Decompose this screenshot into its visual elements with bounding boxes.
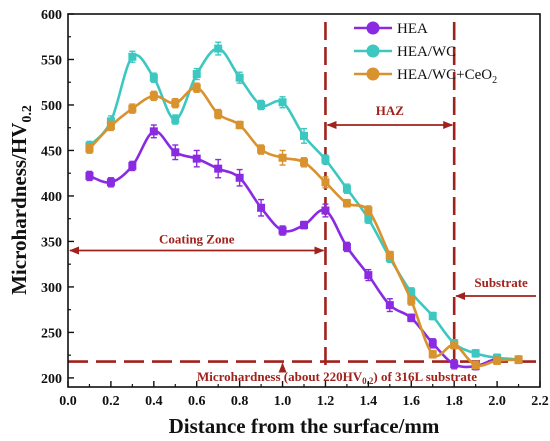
data-point bbox=[450, 360, 459, 369]
legend-label: HEA/WC+CeO2 bbox=[397, 67, 497, 86]
data-point bbox=[300, 221, 308, 230]
y-tick-label: 550 bbox=[41, 53, 62, 68]
data-point bbox=[128, 52, 137, 61]
data-point bbox=[149, 127, 158, 136]
data-point bbox=[278, 98, 287, 107]
x-axis-title: Distance from the surface/mm bbox=[169, 414, 440, 438]
series-2 bbox=[85, 82, 523, 370]
microhardness-note-prefix: Microhardness (about 220HV bbox=[197, 369, 363, 384]
x-tick-label: 1.2 bbox=[317, 394, 335, 409]
data-point bbox=[106, 121, 115, 130]
legend-label: HEA/WC bbox=[397, 44, 456, 60]
data-point bbox=[85, 171, 94, 180]
data-point bbox=[171, 99, 180, 108]
data-point bbox=[235, 73, 244, 82]
data-point bbox=[321, 178, 330, 187]
data-point bbox=[514, 355, 523, 364]
data-point bbox=[385, 251, 394, 260]
y-tick-label: 500 bbox=[41, 99, 62, 114]
data-point bbox=[85, 144, 94, 153]
data-point bbox=[257, 100, 266, 109]
data-point bbox=[278, 153, 287, 162]
data-point bbox=[364, 271, 373, 280]
series-layer bbox=[85, 41, 523, 371]
legend-marker bbox=[366, 67, 380, 81]
ticks-layer: 0.0 0.2 0.4 0.6 0.8 1.0 1.2 1.4 1.6 1.8 2.0 2.2 200 2… bbox=[41, 8, 549, 409]
y-axis-title-main: Microhardness/HV bbox=[7, 123, 31, 295]
legend: HEA HEA/WC HEA/WC+CeO2 bbox=[354, 21, 497, 86]
y-tick-label: 600 bbox=[41, 8, 62, 23]
data-point bbox=[149, 91, 158, 100]
y-tick-label: 450 bbox=[41, 144, 62, 159]
x-tick-label: 0.8 bbox=[231, 394, 249, 409]
y-tick-label: 200 bbox=[41, 372, 62, 387]
data-point bbox=[407, 296, 416, 305]
legend-label-sub: 2 bbox=[492, 75, 497, 86]
legend-label-main: HEA bbox=[397, 21, 428, 37]
y-axis-title: Microhardness/HV0.2 bbox=[7, 105, 35, 295]
data-point bbox=[257, 145, 266, 154]
x-tick-label: 2.2 bbox=[531, 394, 549, 409]
data-point bbox=[471, 349, 480, 358]
data-point bbox=[192, 83, 201, 92]
data-point bbox=[321, 206, 330, 215]
x-tick-label: 1.0 bbox=[274, 394, 292, 409]
y-axis-title-sub: 0.2 bbox=[20, 105, 35, 123]
data-point bbox=[192, 70, 201, 79]
x-tick-label: 1.6 bbox=[403, 394, 421, 409]
data-point bbox=[321, 155, 330, 164]
data-point bbox=[171, 115, 180, 124]
x-tick-label: 0.0 bbox=[59, 394, 77, 409]
data-point bbox=[493, 356, 502, 365]
legend-label: HEA bbox=[397, 21, 428, 37]
data-point bbox=[428, 312, 437, 321]
legend-marker bbox=[366, 21, 380, 35]
data-point bbox=[106, 178, 115, 187]
data-point bbox=[214, 164, 223, 173]
data-point bbox=[214, 110, 223, 119]
haz-label: HAZ bbox=[376, 103, 405, 118]
x-tick-label: 1.4 bbox=[360, 394, 378, 409]
series-1 bbox=[85, 41, 523, 365]
data-point bbox=[300, 131, 308, 140]
data-point bbox=[214, 44, 223, 53]
data-point bbox=[364, 206, 373, 215]
x-tick-label: 0.6 bbox=[188, 394, 206, 409]
y-tick-label: 400 bbox=[41, 190, 62, 205]
data-point bbox=[471, 361, 480, 370]
data-point bbox=[257, 203, 266, 212]
data-point bbox=[342, 199, 351, 208]
data-point bbox=[128, 104, 137, 113]
data-point bbox=[128, 161, 137, 170]
x-tick-label: 1.8 bbox=[445, 394, 463, 409]
legend-label-main: HEA/WC bbox=[397, 44, 456, 60]
x-tick-label: 0.4 bbox=[145, 394, 163, 409]
legend-marker bbox=[366, 44, 380, 58]
data-point bbox=[407, 313, 416, 322]
x-tick-label: 2.0 bbox=[488, 394, 506, 409]
y-tick-label: 250 bbox=[41, 326, 62, 341]
data-point bbox=[428, 339, 437, 348]
data-point bbox=[450, 341, 459, 350]
data-point bbox=[149, 73, 158, 82]
legend-label-main: HEA/WC+CeO bbox=[397, 67, 492, 83]
data-point bbox=[385, 301, 394, 310]
data-point bbox=[278, 226, 287, 235]
data-point bbox=[342, 242, 351, 251]
microhardness-note-suffix: ) of 316L substrate bbox=[373, 369, 477, 384]
data-point bbox=[428, 350, 437, 359]
data-point bbox=[235, 173, 244, 182]
substrate-label: Substrate bbox=[474, 275, 528, 290]
x-tick-label: 0.2 bbox=[102, 394, 120, 409]
data-point bbox=[235, 120, 244, 129]
y-tick-label: 300 bbox=[41, 281, 62, 296]
data-point bbox=[171, 148, 180, 157]
coating-zone-label: Coating Zone bbox=[159, 232, 235, 247]
data-point bbox=[300, 158, 308, 167]
y-tick-label: 350 bbox=[41, 235, 62, 250]
data-point bbox=[192, 154, 201, 163]
data-point bbox=[342, 184, 351, 193]
